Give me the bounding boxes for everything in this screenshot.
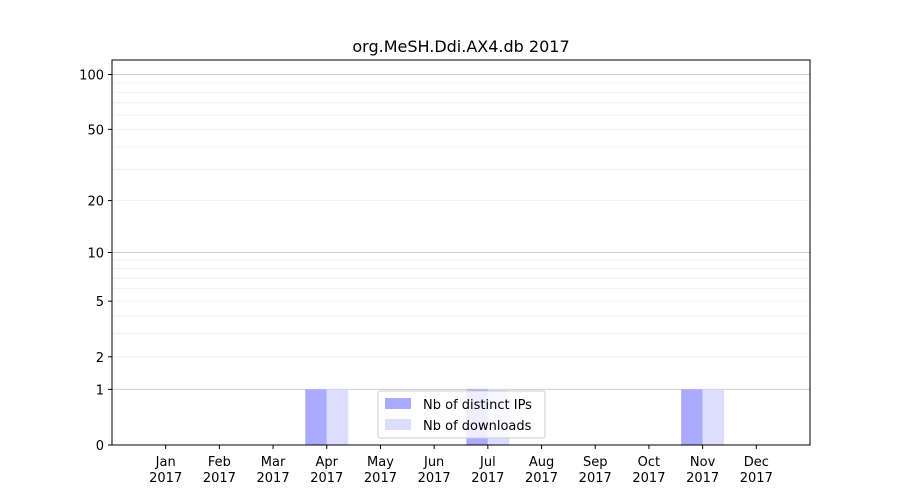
x-tick-label-year: 2017	[740, 471, 773, 486]
bar-downloads	[702, 389, 725, 445]
y-tick-label: 50	[87, 123, 104, 138]
x-tick-label-year: 2017	[364, 471, 397, 486]
x-tick-label-month: Nov	[690, 455, 716, 470]
x-tick-label-year: 2017	[203, 471, 236, 486]
x-tick-label-year: 2017	[149, 471, 182, 486]
y-tick-label: 20	[87, 195, 104, 210]
y-axis: 0 1 2 5 10 20 50 100	[79, 69, 112, 454]
x-tick-label-year: 2017	[310, 471, 343, 486]
legend-swatch-ips	[385, 398, 411, 409]
legend: Nb of distinct IPs Nb of downloads	[377, 390, 546, 439]
x-tick-label-month: Mar	[261, 455, 286, 470]
x-tick-label-month: Jul	[479, 455, 496, 470]
bar-downloads	[326, 389, 349, 445]
bar-distinct-ips	[681, 389, 703, 445]
x-tick-label-month: May	[367, 455, 394, 470]
x-tick-label-month: Dec	[744, 455, 769, 470]
y-tick-label: 0	[96, 439, 104, 454]
y-tick-label: 100	[79, 69, 104, 84]
y-tick-label: 5	[96, 295, 104, 310]
legend-label-downloads: Nb of downloads	[423, 419, 532, 434]
x-tick-label-month: Jun	[423, 455, 444, 470]
chart-title: org.MeSH.Ddi.AX4.db 2017	[352, 37, 569, 56]
x-tick-label-month: Sep	[583, 455, 608, 470]
x-tick-label-year: 2017	[257, 471, 290, 486]
legend-box	[377, 390, 546, 439]
x-axis: Jan2017Feb2017Mar2017Apr2017May2017Jun20…	[149, 445, 773, 486]
grid-layer	[112, 74, 810, 390]
x-tick-label-month: Feb	[208, 455, 231, 470]
x-tick-label-year: 2017	[471, 471, 504, 486]
x-tick-label-year: 2017	[418, 471, 451, 486]
legend-label-ips: Nb of distinct IPs	[423, 398, 532, 413]
x-tick-label-year: 2017	[579, 471, 612, 486]
bar-distinct-ips	[305, 389, 327, 445]
x-tick-label-year: 2017	[632, 471, 665, 486]
x-tick-label-month: Oct	[638, 455, 660, 470]
x-tick-label-year: 2017	[686, 471, 719, 486]
x-tick-label-month: Apr	[316, 455, 339, 470]
legend-swatch-downloads	[385, 419, 411, 430]
y-tick-label: 10	[87, 247, 104, 262]
x-tick-label-year: 2017	[525, 471, 558, 486]
x-tick-label-month: Aug	[529, 455, 554, 470]
x-tick-label-month: Jan	[155, 455, 176, 470]
y-tick-label: 1	[96, 383, 104, 398]
y-tick-label: 2	[96, 351, 104, 366]
